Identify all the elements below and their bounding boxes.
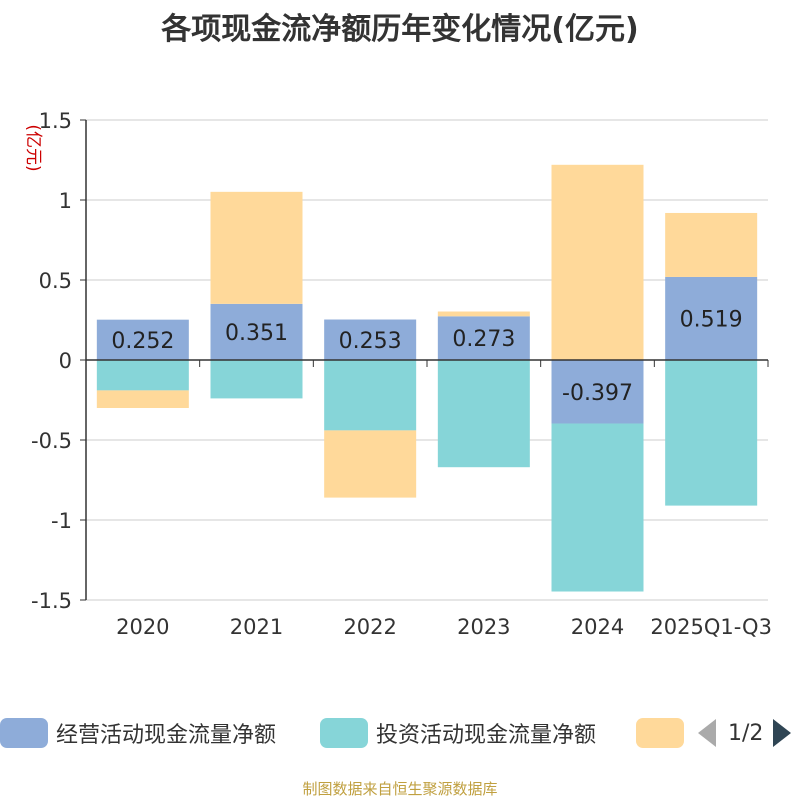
- bar-series-0-2022[interactable]: [324, 319, 417, 360]
- bar-series-1-2022[interactable]: [324, 360, 417, 431]
- bar-series-0-2023[interactable]: [437, 316, 530, 360]
- legend-item-financing[interactable]: [636, 718, 684, 748]
- data-label: 0.519: [680, 307, 743, 332]
- legend-swatch-operating: [0, 718, 48, 748]
- bar-series-0-2021[interactable]: [210, 303, 303, 360]
- bar-series-0-2024[interactable]: [551, 360, 644, 424]
- legend-item-investing[interactable]: 投资活动现金流量净额: [320, 718, 596, 748]
- bar-series-2-2025Q1-Q3[interactable]: [665, 212, 758, 277]
- bar-series-1-2021[interactable]: [210, 360, 303, 399]
- y-tick-label: 0.5: [39, 269, 72, 293]
- chart-plot: 1.5 1 0.5 0 -0.5 -1 -1.5 0.252 2020 0.351 2021 0.25…: [23, 109, 772, 639]
- chart-title: 各项现金流净额历年变化情况(亿元): [161, 12, 639, 47]
- bar-series-1-2023[interactable]: [437, 360, 530, 468]
- bar-series-2-2022[interactable]: [324, 430, 417, 498]
- bar-series-1-2020[interactable]: [96, 360, 189, 391]
- legend-next-arrow-icon[interactable]: [773, 719, 792, 747]
- legend-pager: 1/2: [698, 716, 792, 750]
- bar-series-2-2021[interactable]: [210, 191, 303, 304]
- x-tick-label: 2021: [230, 615, 283, 639]
- y-tick-label: 0: [59, 349, 72, 373]
- bar-series-2-2020[interactable]: [96, 390, 189, 408]
- bar-series-2-2024[interactable]: [551, 164, 644, 360]
- y-axis-label: (亿元): [23, 124, 43, 171]
- x-tick-label: 2024: [571, 615, 624, 639]
- y-tick-label: -0.5: [31, 429, 72, 453]
- legend-prev-arrow-icon[interactable]: [698, 719, 716, 747]
- x-tick-label: 2025Q1-Q3: [650, 615, 772, 639]
- y-tick-label: 1: [59, 189, 72, 213]
- data-label: 0.351: [225, 321, 288, 346]
- legend-label-investing: 投资活动现金流量净额: [376, 723, 597, 748]
- legend-swatch-financing: [636, 718, 684, 748]
- data-label: 0.252: [111, 329, 174, 354]
- legend-page-indicator: 1/2: [728, 720, 764, 746]
- bar-series-2-2023[interactable]: [437, 311, 530, 317]
- data-label: 0.273: [452, 327, 515, 352]
- x-tick-label: 2020: [116, 615, 169, 639]
- bar-series-1-2024[interactable]: [551, 423, 644, 592]
- legend-label-operating: 经营活动现金流量净额: [56, 723, 277, 748]
- data-source-note: 制图数据来自恒生聚源数据库: [302, 780, 498, 798]
- legend-item-operating[interactable]: 经营活动现金流量净额: [0, 718, 276, 748]
- data-label: 0.253: [339, 329, 402, 354]
- y-tick-label: -1.5: [31, 589, 72, 613]
- bar-series-1-2025Q1-Q3[interactable]: [665, 360, 758, 506]
- y-tick-label: 1.5: [39, 109, 72, 133]
- bar-series-0-2020[interactable]: [96, 319, 189, 360]
- legend-swatch-investing: [320, 718, 368, 748]
- legend: 经营活动现金流量净额 投资活动现金流量净额 1/2: [0, 712, 800, 756]
- y-tick-label: -1: [51, 509, 72, 533]
- bar-series-0-2025Q1-Q3[interactable]: [665, 276, 758, 360]
- x-tick-label: 2022: [343, 615, 396, 639]
- data-label: -0.397: [562, 381, 633, 406]
- x-tick-label: 2023: [457, 615, 510, 639]
